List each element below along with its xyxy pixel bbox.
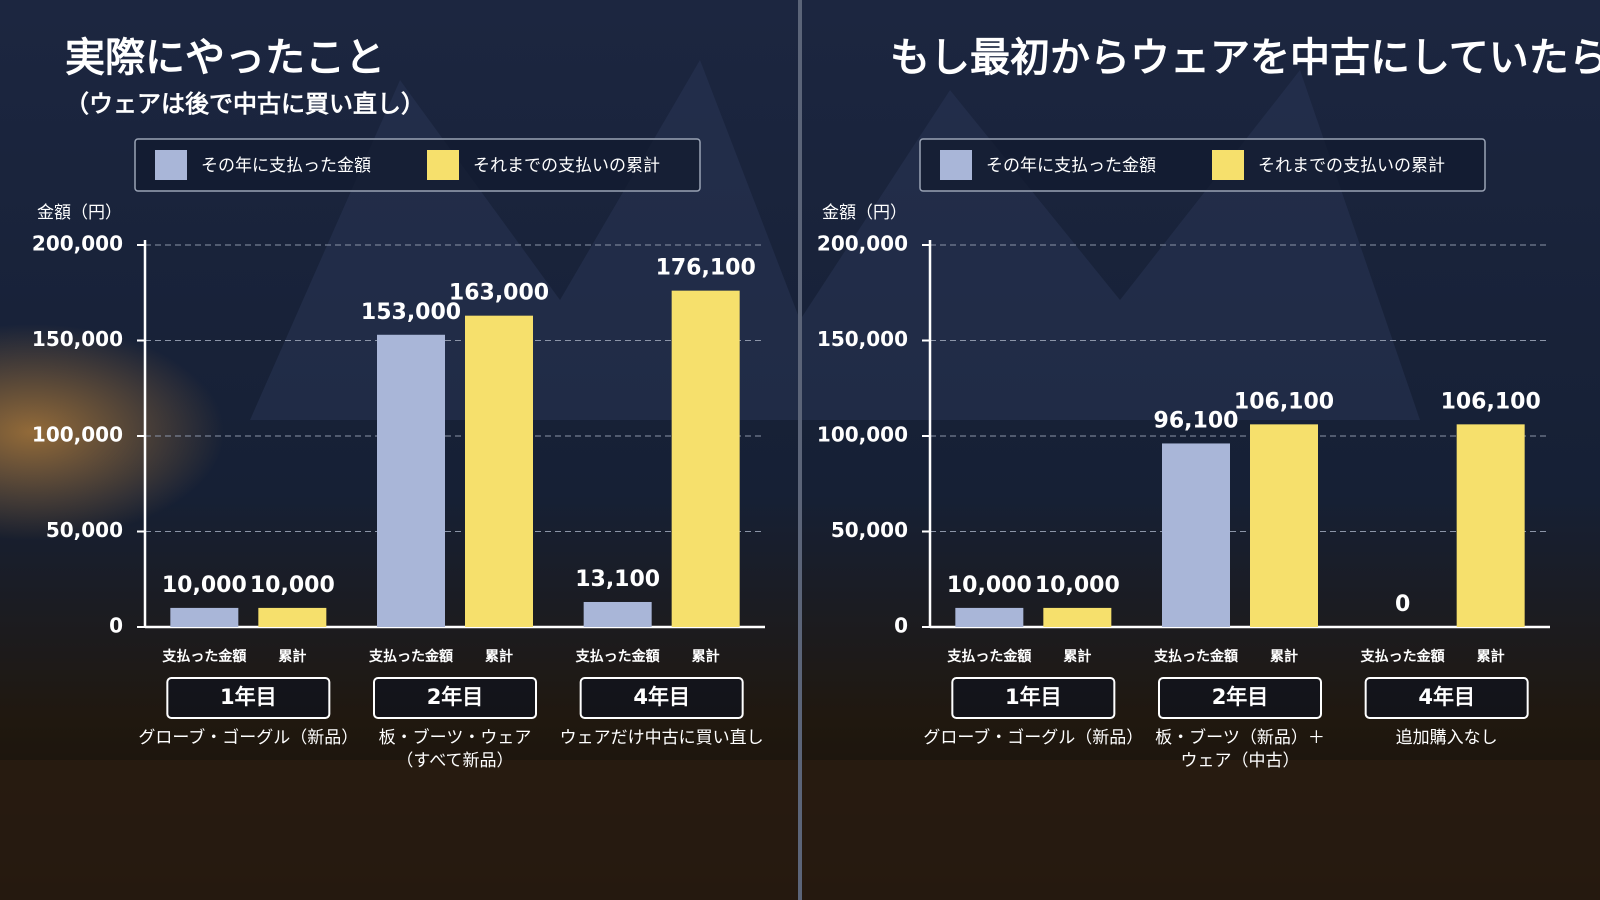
legend-box (134, 138, 701, 192)
category-description: ウェア（中古） (1181, 751, 1300, 771)
bar (1043, 607, 1112, 627)
y-tick-label: 150,000 (817, 327, 908, 351)
legend-label: それまでの支払いの累計 (1258, 156, 1445, 176)
bar (258, 607, 327, 627)
mountains (250, 60, 1420, 420)
category-description: 板・ブーツ（新品）＋ (1155, 727, 1325, 748)
category-description: グローブ・ゴーグル（新品） (138, 727, 358, 748)
chart-title: 実際にやったこと (65, 35, 385, 81)
legend-label: その年に支払った金額 (986, 156, 1156, 176)
y-tick-label: 100,000 (817, 423, 908, 447)
value-label: 106,100 (1441, 389, 1541, 414)
bar (170, 607, 239, 627)
y-tick-label: 0 (109, 614, 123, 638)
category-label: 1年目 (1005, 685, 1062, 709)
bar (1162, 443, 1230, 627)
value-label: 153,000 (361, 300, 461, 325)
bar (583, 601, 652, 627)
y-tick-label: 50,000 (831, 518, 908, 542)
bar-label: 支払った金額 (946, 648, 1031, 665)
category-box (166, 677, 331, 719)
category-description: 追加購入なし (1396, 728, 1498, 748)
y-axis-label: 金額（円） (37, 203, 122, 223)
y-axis-label: 金額（円） (822, 203, 907, 223)
bar-label: 支払った金額 (1153, 648, 1238, 665)
y-tick-label: 200,000 (817, 232, 908, 256)
category-description: 板・ブーツ・ウェア (379, 727, 532, 748)
value-label: 106,100 (1234, 389, 1334, 414)
chart-title: もし最初からウェアを中古にしていたら (890, 35, 1600, 81)
value-label: 13,100 (575, 567, 660, 592)
value-label: 0 (1395, 592, 1410, 617)
legend-swatch (1212, 150, 1244, 180)
bar (671, 290, 740, 627)
legend-box (919, 138, 1486, 192)
bar (465, 315, 533, 627)
bar-label: 支払った金額 (161, 648, 246, 665)
category-description: グローブ・ゴーグル（新品） (923, 727, 1143, 748)
category-label: 1年目 (220, 685, 277, 709)
legend-swatch (427, 150, 459, 180)
category-box (1364, 677, 1529, 719)
value-label: 10,000 (250, 573, 335, 598)
bar (377, 334, 445, 627)
legend-label: その年に支払った金額 (201, 156, 371, 176)
bar (1250, 424, 1318, 627)
value-label: 10,000 (162, 573, 247, 598)
bar (955, 607, 1024, 627)
value-label: 176,100 (656, 256, 756, 281)
category-box (1158, 677, 1322, 719)
category-label: 4年目 (633, 685, 690, 709)
y-tick-label: 50,000 (46, 518, 123, 542)
category-box (951, 677, 1116, 719)
value-label: 96,100 (1154, 408, 1239, 433)
bar-label: 支払った金額 (368, 648, 453, 665)
legend-label: それまでの支払いの累計 (473, 156, 660, 176)
divider (798, 0, 802, 900)
value-label: 10,000 (1035, 573, 1120, 598)
y-tick-label: 150,000 (32, 327, 123, 351)
category-label: 2年目 (1212, 685, 1269, 709)
category-label: 2年目 (427, 685, 484, 709)
bar-label: 累計 (1063, 648, 1091, 665)
category-box (579, 677, 744, 719)
y-tick-label: 0 (894, 614, 908, 638)
y-tick-label: 200,000 (32, 232, 123, 256)
legend-swatch (155, 150, 187, 180)
category-description: （すべて新品） (396, 751, 513, 771)
bar (1456, 424, 1525, 627)
bar-label: 累計 (1477, 648, 1505, 665)
bar-label: 累計 (692, 648, 720, 665)
bar-label: 累計 (278, 648, 306, 665)
category-label: 4年目 (1418, 685, 1475, 709)
value-label: 10,000 (947, 573, 1032, 598)
y-tick-label: 100,000 (32, 423, 123, 447)
chart-subtitle: （ウェアは後で中古に買い直し） (65, 90, 425, 118)
category-description: ウェアだけ中古に買い直し (560, 728, 764, 748)
bar-label: 累計 (485, 648, 513, 665)
bar-label: 支払った金額 (575, 648, 660, 665)
bar-label: 支払った金額 (1360, 648, 1445, 665)
category-box (373, 677, 537, 719)
legend-swatch (940, 150, 972, 180)
bar-label: 累計 (1270, 648, 1298, 665)
value-label: 163,000 (449, 281, 549, 306)
